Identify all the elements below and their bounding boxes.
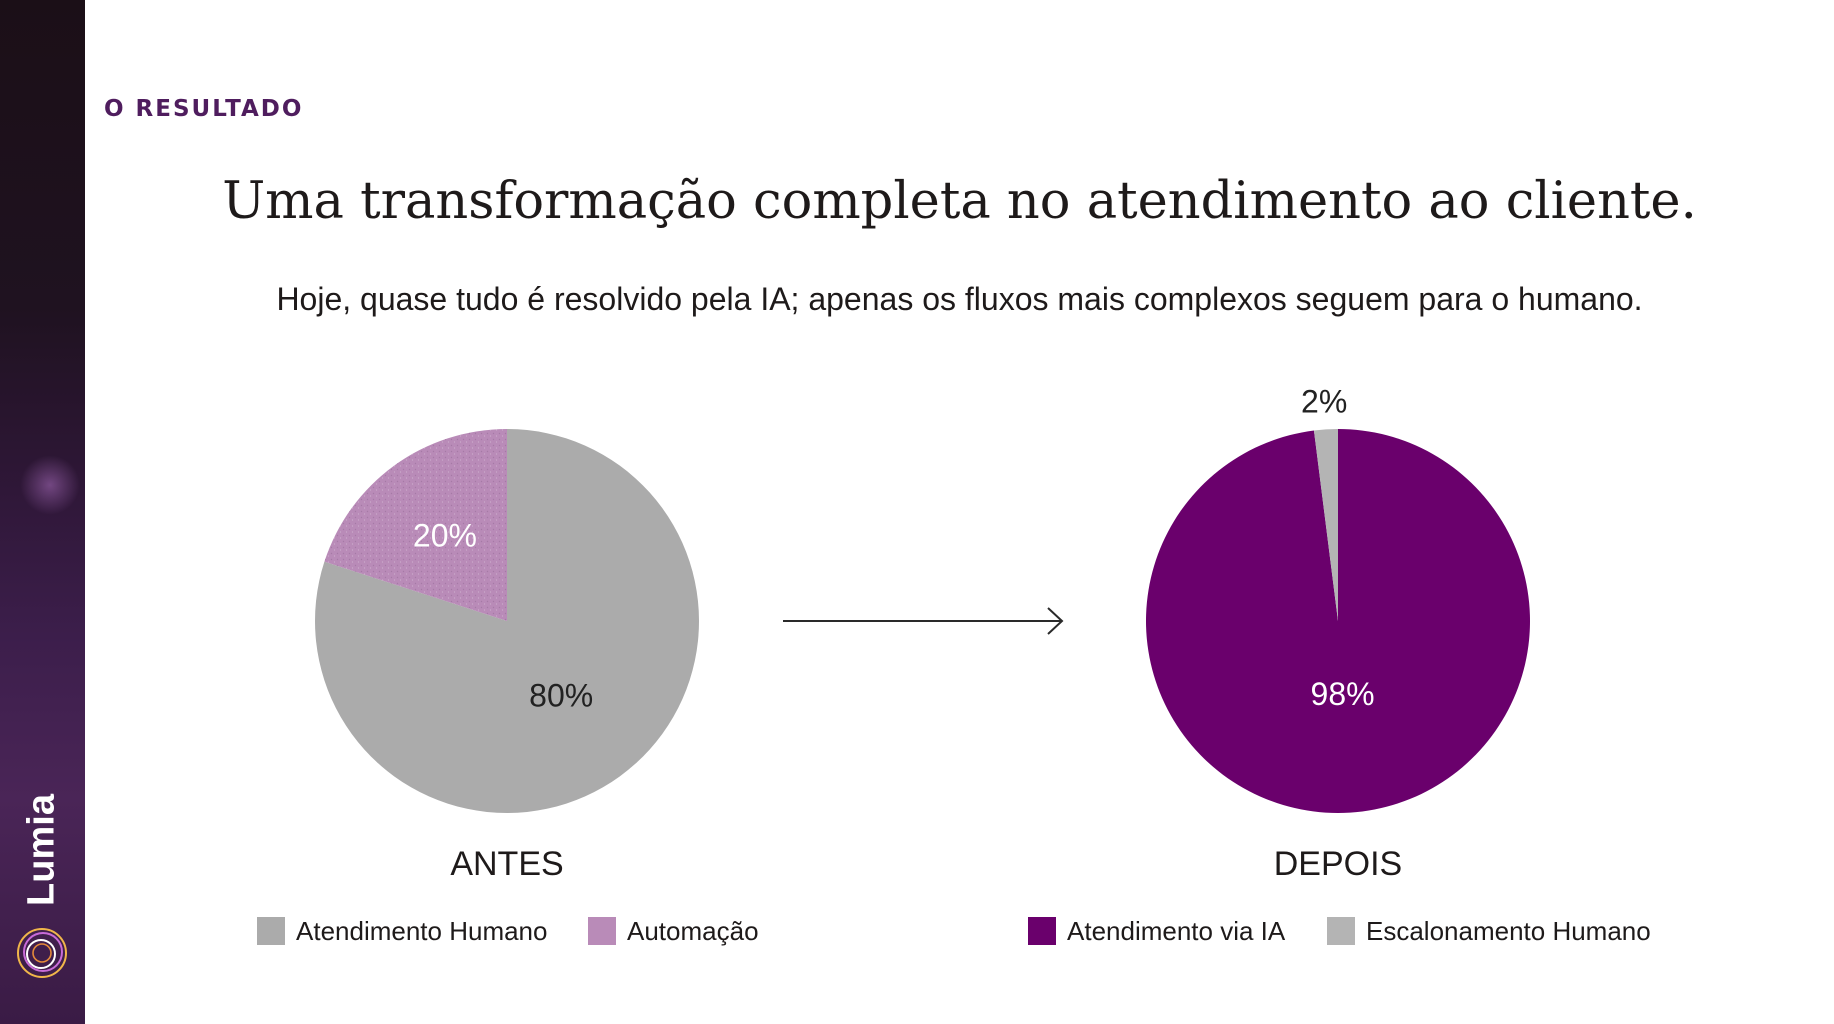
pie-slice-atendimento-via-ia xyxy=(1146,429,1531,813)
legend-swatch-automacao xyxy=(588,917,616,945)
pie-data-label-atendimento-via-ia: 98% xyxy=(1311,676,1375,712)
pie-data-label-automacao: 20% xyxy=(413,518,477,554)
legend-label-atendimento-via-ia: Atendimento via IA xyxy=(1067,916,1286,946)
legend-antes: Atendimento Humano Automação xyxy=(257,916,759,946)
legend-swatch-atendimento-via-ia xyxy=(1028,917,1056,945)
section-eyebrow: O RESULTADO xyxy=(104,96,304,122)
pie-data-label-atendimento-humano: 80% xyxy=(529,678,593,714)
legend-swatch-escalonamento-humano xyxy=(1327,917,1355,945)
page-subtitle: Hoje, quase tudo é resolvido pela IA; ap… xyxy=(276,281,1643,317)
brand-logo-icon xyxy=(17,928,67,978)
legend-label-atendimento-humano: Atendimento Humano xyxy=(296,916,547,946)
pie-slice-escalonamento-humano xyxy=(1313,429,1338,621)
legend-label-automacao: Automação xyxy=(627,916,759,946)
arrow-icon xyxy=(783,607,1064,635)
chart-caption-depois: DEPOIS xyxy=(1274,845,1402,883)
page-title: Uma transformação completa no atendiment… xyxy=(222,172,1697,231)
legend-depois: Atendimento via IA Escalonamento Humano xyxy=(1028,916,1651,946)
chart-caption-antes: ANTES xyxy=(450,845,563,883)
legend-label-escalonamento-humano: Escalonamento Humano xyxy=(1366,916,1651,946)
sidebar-glow xyxy=(20,455,80,515)
pie-chart-depois: 98% 2% xyxy=(1146,383,1531,813)
sidebar: Lumia xyxy=(0,0,85,1024)
pie-chart-antes: 80% 20% xyxy=(314,429,700,813)
legend-swatch-atendimento-humano xyxy=(257,917,285,945)
pie-data-label-escalonamento-humano: 2% xyxy=(1301,383,1347,419)
pie-slice-texture xyxy=(324,429,507,621)
